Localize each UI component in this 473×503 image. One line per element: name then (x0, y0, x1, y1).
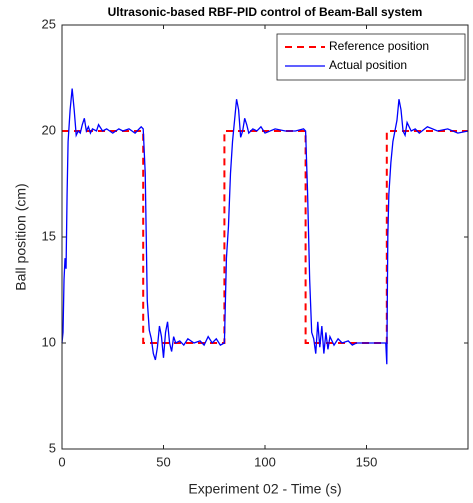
legend-label: Actual position (329, 58, 407, 72)
data-line (62, 130, 468, 344)
y-axis-label: Ball position (cm) (13, 183, 29, 290)
y-tick-label: 5 (49, 440, 56, 455)
x-tick-label: 100 (254, 454, 276, 469)
y-tick-label: 15 (42, 228, 56, 243)
legend-label: Reference position (329, 39, 429, 53)
y-tick-label: 10 (42, 334, 56, 349)
x-axis-label: Experiment 02 - Time (s) (188, 481, 341, 497)
legend-box (276, 33, 466, 81)
data-line (61, 88, 469, 365)
x-tick-label: 0 (58, 454, 65, 469)
x-tick-label: 50 (156, 454, 170, 469)
y-tick-label: 25 (42, 16, 56, 31)
chart-title: Ultrasonic-based RBF-PID control of Beam… (108, 5, 423, 19)
y-tick-label: 20 (42, 122, 56, 137)
axes-box (61, 24, 469, 450)
x-tick-label: 150 (356, 454, 378, 469)
